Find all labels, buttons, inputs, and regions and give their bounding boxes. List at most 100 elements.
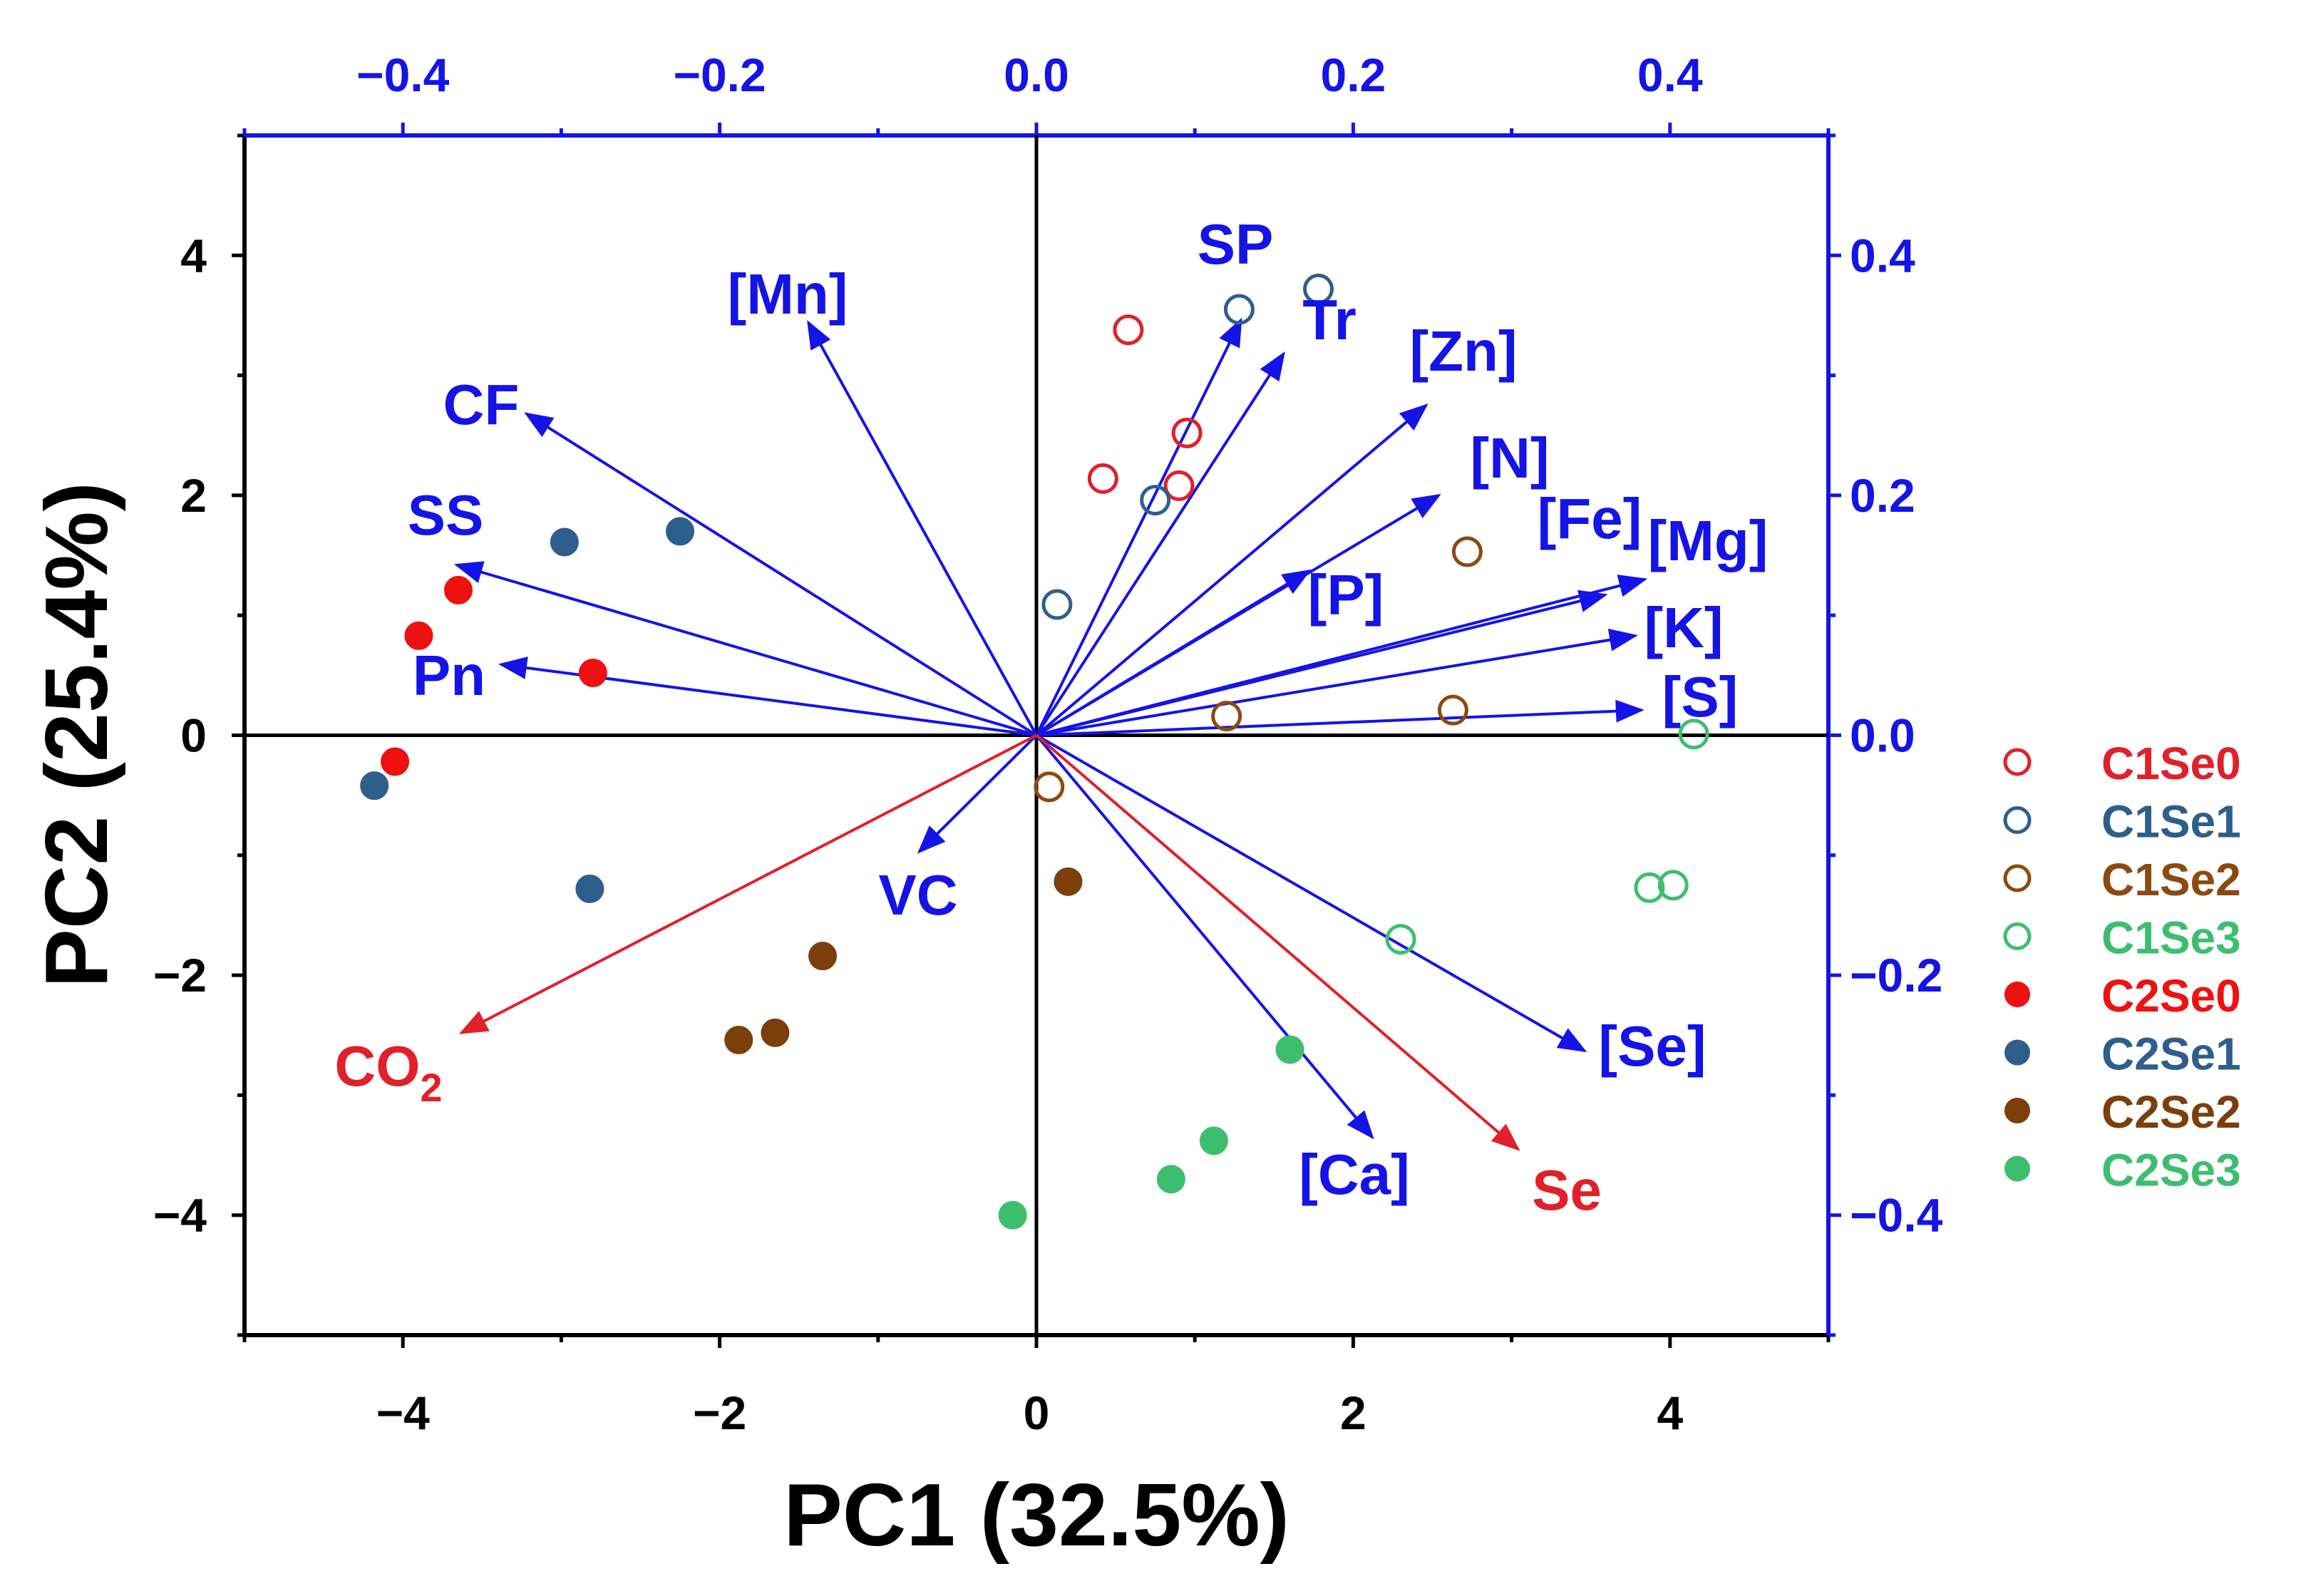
loading-arrow bbox=[458, 733, 1037, 1034]
score-point bbox=[550, 527, 579, 557]
score-point bbox=[1113, 314, 1144, 346]
y-tick-label: −4 bbox=[153, 1189, 207, 1242]
y-tick-label: 2 bbox=[180, 469, 207, 522]
score-point bbox=[724, 1025, 753, 1054]
right-tick-label: −0.4 bbox=[1850, 1189, 1943, 1242]
loading-arrow bbox=[1035, 403, 1429, 737]
top-tick-label: 0.0 bbox=[1004, 48, 1069, 101]
score-points-layer bbox=[360, 273, 1709, 1230]
loading-arrow bbox=[1035, 317, 1242, 736]
loading-arrow bbox=[1036, 575, 1648, 737]
legend-marker bbox=[2004, 1098, 2030, 1123]
legend-marker bbox=[2003, 864, 2032, 892]
right-tick-label: 0.0 bbox=[1850, 709, 1915, 762]
legend-label: C1Se1 bbox=[2101, 796, 2241, 848]
loading-arrow bbox=[917, 734, 1038, 854]
score-point bbox=[443, 575, 473, 604]
loading-label: [S] bbox=[1662, 665, 1739, 729]
legend-label: C2Se0 bbox=[2101, 970, 2241, 1021]
score-point bbox=[1275, 1035, 1304, 1064]
x-tick-label: −4 bbox=[376, 1386, 431, 1439]
loading-label: [Se] bbox=[1598, 1014, 1706, 1078]
top-tick-label: 0.4 bbox=[1637, 48, 1703, 101]
x-tick-label: −2 bbox=[693, 1386, 746, 1439]
score-point bbox=[578, 658, 607, 687]
legend-marker bbox=[2004, 982, 2030, 1007]
top-tick-label: 0.2 bbox=[1321, 48, 1386, 101]
score-point bbox=[1171, 417, 1203, 448]
loading-label: Se bbox=[1532, 1158, 1602, 1222]
legend-marker bbox=[2003, 922, 2032, 950]
x-tick-label: 4 bbox=[1657, 1386, 1683, 1439]
score-point bbox=[575, 874, 604, 903]
loading-label: [K] bbox=[1644, 596, 1723, 659]
score-point bbox=[761, 1018, 790, 1047]
score-point bbox=[1437, 694, 1468, 726]
legend: C1Se0 C1Se1 C1Se2 C1Se3 C2Se0 C2Se1 C2Se2 C2Se3 bbox=[2003, 738, 2241, 1196]
score-point bbox=[1385, 924, 1416, 955]
legend-label: C2Se3 bbox=[2101, 1145, 2241, 1196]
score-point bbox=[1156, 1165, 1185, 1194]
loading-arrow bbox=[1036, 699, 1644, 737]
score-point bbox=[1041, 589, 1073, 620]
legend-label: C1Se3 bbox=[2101, 912, 2241, 964]
loading-label: SP bbox=[1198, 212, 1274, 276]
right-tick-label: 0.2 bbox=[1850, 469, 1915, 522]
score-point bbox=[1034, 771, 1065, 803]
y-axis-title: PC2 (25.4%) bbox=[28, 482, 126, 988]
loading-label: Pn bbox=[413, 644, 485, 707]
score-point bbox=[808, 942, 838, 971]
score-point bbox=[1223, 294, 1255, 325]
loading-arrow bbox=[1035, 351, 1285, 736]
loading-label: [N] bbox=[1470, 426, 1549, 490]
x-tick-label: 0 bbox=[1024, 1386, 1050, 1439]
score-point bbox=[360, 771, 389, 800]
score-point bbox=[1678, 719, 1709, 750]
y-tick-label: 4 bbox=[180, 229, 207, 282]
loading-arrow bbox=[1036, 733, 1587, 1053]
loading-label: SS bbox=[408, 483, 484, 547]
score-point bbox=[998, 1200, 1027, 1230]
loading-label: CF bbox=[443, 373, 520, 436]
score-point bbox=[1634, 872, 1665, 903]
top-tick-label: −0.2 bbox=[673, 48, 766, 101]
score-point bbox=[1211, 701, 1242, 732]
legend-marker bbox=[2004, 1155, 2030, 1182]
loading-label: CO2 bbox=[334, 1034, 442, 1110]
score-point bbox=[404, 621, 433, 650]
loading-label: [Fe] bbox=[1538, 487, 1642, 550]
loading-arrows-layer bbox=[453, 317, 1648, 1151]
legend-label: C1Se0 bbox=[2101, 738, 2241, 789]
score-point bbox=[1163, 470, 1195, 501]
loading-label: VC bbox=[878, 863, 957, 927]
legend-label: C2Se2 bbox=[2101, 1086, 2241, 1138]
loading-arrow bbox=[453, 561, 1037, 737]
score-point bbox=[381, 747, 410, 776]
loading-label: [Mn] bbox=[728, 262, 848, 326]
loading-label-subscript: 2 bbox=[420, 1065, 442, 1110]
legend-label: C1Se2 bbox=[2101, 854, 2241, 905]
loading-arrow bbox=[1035, 569, 1312, 737]
loading-label: [P] bbox=[1308, 563, 1384, 627]
legend-marker bbox=[2004, 1039, 2030, 1066]
loading-arrow bbox=[807, 320, 1038, 736]
loading-arrow bbox=[1035, 733, 1520, 1151]
score-point bbox=[1657, 870, 1689, 901]
legend-label: C2Se1 bbox=[2101, 1029, 2241, 1080]
legend-marker bbox=[2003, 748, 2032, 776]
loading-label: [Ca] bbox=[1299, 1143, 1410, 1206]
score-point bbox=[1140, 485, 1171, 516]
score-point bbox=[1087, 463, 1118, 494]
loading-arrow bbox=[524, 412, 1038, 737]
x-axis-title: PC1 (32.5%) bbox=[783, 1466, 1290, 1565]
right-tick-label: −0.2 bbox=[1850, 949, 1942, 1002]
loading-label: [Zn] bbox=[1409, 319, 1517, 383]
loading-label: Tr bbox=[1302, 288, 1357, 351]
legend-marker bbox=[2003, 806, 2032, 834]
loading-arrow bbox=[1035, 734, 1374, 1140]
x-tick-label: 2 bbox=[1340, 1386, 1366, 1439]
score-point bbox=[1199, 1126, 1228, 1155]
top-tick-label: −0.4 bbox=[356, 48, 450, 101]
score-point bbox=[1451, 536, 1483, 567]
